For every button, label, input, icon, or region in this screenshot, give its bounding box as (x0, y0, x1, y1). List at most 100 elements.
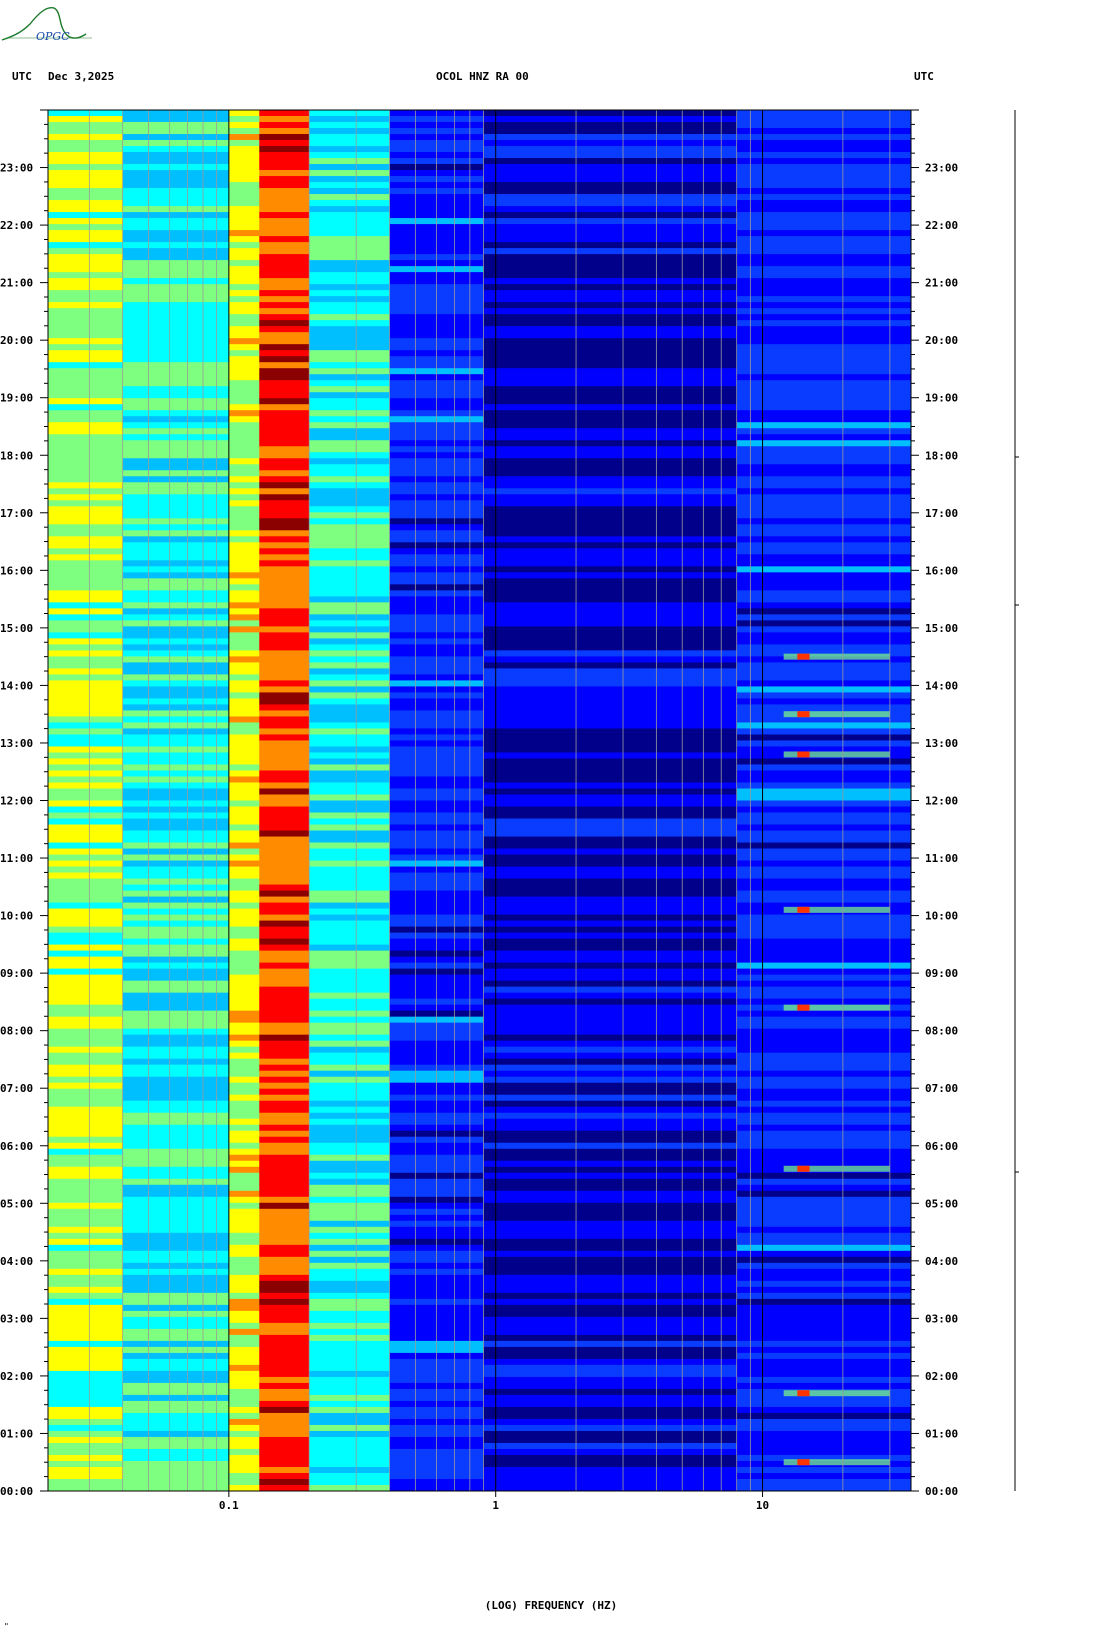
band-cell (228, 1358, 260, 1366)
band-cell (48, 686, 124, 694)
band-cell (228, 452, 260, 459)
band-cell (259, 1256, 310, 1264)
band-cell (483, 1370, 738, 1378)
band-cell (122, 554, 230, 561)
band-cell (48, 560, 124, 567)
band-cell (122, 236, 230, 243)
band-cell (122, 206, 230, 213)
band-cell (259, 782, 310, 790)
band-cell (483, 992, 738, 1000)
band-cell (48, 1046, 124, 1054)
band-cell (483, 1310, 738, 1318)
band-cell (122, 200, 230, 207)
band-cell (259, 758, 310, 766)
band-cell (259, 728, 310, 736)
band-cell (259, 908, 310, 916)
band-cell (483, 188, 738, 195)
band-cell (483, 1082, 738, 1090)
band-cell (483, 1172, 738, 1180)
band-cell (259, 680, 310, 688)
band-cell (309, 1478, 391, 1486)
band-cell (48, 890, 124, 898)
band-cell (309, 1040, 391, 1048)
band-cell (736, 1424, 911, 1432)
band-cell (228, 1370, 260, 1378)
band-cell (736, 1244, 911, 1252)
band-cell (483, 470, 738, 477)
band-cell (122, 152, 230, 159)
y-tick-label-left: 21:00 (0, 277, 33, 290)
band-cell (48, 584, 124, 591)
band-cell (309, 1082, 391, 1090)
band-cell (48, 1010, 124, 1018)
band-cell (736, 758, 911, 766)
band-cell (483, 1124, 738, 1132)
band-cell (228, 578, 260, 585)
band-cell (48, 1412, 124, 1420)
band-cell (48, 1208, 124, 1216)
band-cell (228, 1052, 260, 1060)
band-cell (228, 134, 260, 141)
band-cell (309, 392, 391, 399)
band-cell (259, 494, 310, 501)
band-cell (736, 554, 911, 561)
band-cell (48, 272, 124, 279)
band-cell (736, 386, 911, 393)
event-streak (783, 1390, 890, 1397)
band-cell (483, 374, 738, 381)
band-cell (228, 1106, 260, 1114)
band-cell (309, 680, 391, 688)
band-cell (228, 458, 260, 465)
band-cell (736, 182, 911, 189)
band-cell (48, 224, 124, 231)
band-cell (309, 590, 391, 597)
band-cell (228, 1142, 260, 1150)
band-cell (228, 860, 260, 868)
band-cell (228, 176, 260, 183)
band-cell (122, 488, 230, 495)
band-cell (122, 1016, 230, 1024)
y-tick-label-right: 05:00 (925, 1197, 958, 1210)
band-cell (736, 110, 911, 117)
band-cell (228, 1412, 260, 1420)
band-cell (259, 224, 310, 231)
band-cell (736, 902, 911, 910)
band-cell (309, 212, 391, 219)
band-cell (122, 1004, 230, 1012)
band-cell (483, 560, 738, 567)
band-cell (122, 494, 230, 501)
band-cell (736, 422, 911, 429)
band-cell (228, 572, 260, 579)
band-cell (228, 248, 260, 255)
band-cell (309, 932, 391, 940)
band-cell (228, 1274, 260, 1282)
band-cell (309, 494, 391, 501)
band-cell (736, 1400, 911, 1408)
band-cell (483, 782, 738, 790)
band-cell (122, 1076, 230, 1084)
band-cell (483, 854, 738, 862)
band-cell (48, 680, 124, 688)
band-cell (309, 788, 391, 796)
y-tick-label-left: 20:00 (0, 334, 33, 347)
band-cell (48, 1016, 124, 1024)
band-cell (122, 434, 230, 441)
band-cell (48, 1202, 124, 1210)
band-cell (736, 1340, 911, 1348)
band-cell (483, 734, 738, 742)
band-cell (48, 1052, 124, 1060)
band-cell (309, 1400, 391, 1408)
band-cell (122, 1346, 230, 1354)
band-cell (228, 1304, 260, 1312)
band-cell (228, 218, 260, 225)
band-cell (228, 410, 260, 417)
band-cell (122, 596, 230, 603)
band-cell (228, 1232, 260, 1240)
band-cell (736, 1304, 911, 1312)
band-cell (483, 158, 738, 165)
band-cell (122, 674, 230, 682)
band-cell (122, 182, 230, 189)
band-cell (309, 1268, 391, 1276)
band-cell (309, 164, 391, 171)
band-cell (48, 842, 124, 850)
